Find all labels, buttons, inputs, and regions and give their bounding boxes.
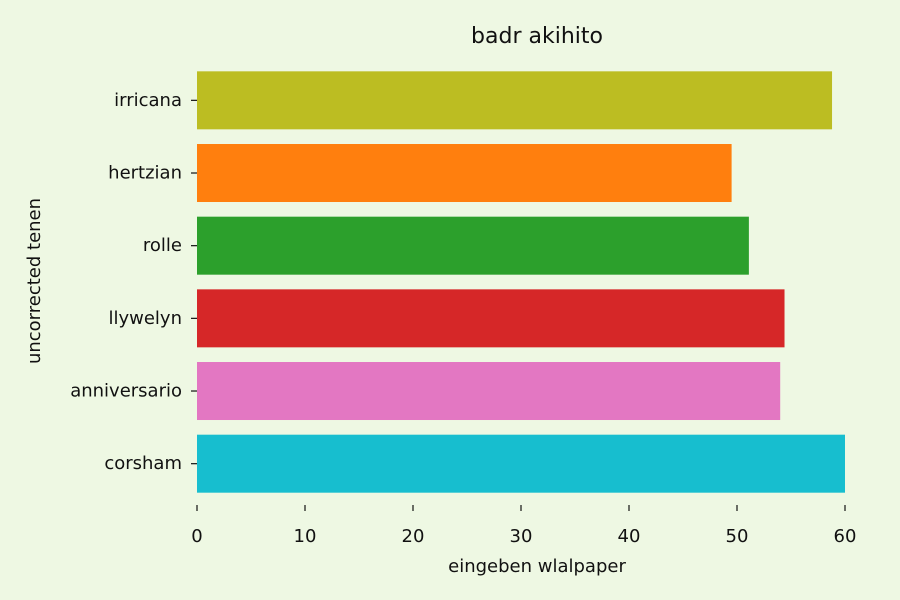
- y-tick-label-anniversario: anniversario: [70, 381, 182, 402]
- x-tick-label-60: 60: [834, 526, 857, 547]
- y-tick-label-rolle: rolle: [143, 235, 182, 256]
- x-axis: 0 10 20 30 40 50 60: [191, 505, 856, 547]
- x-tick-label-10: 10: [294, 526, 317, 547]
- bars-group: [197, 71, 845, 493]
- x-tick-label-20: 20: [402, 526, 425, 547]
- y-tick-label-hertzian: hertzian: [108, 163, 182, 184]
- y-tick-label-irricana: irricana: [114, 90, 182, 111]
- x-axis-label: eingeben wlalpaper: [448, 556, 626, 577]
- bar-irricana: [197, 71, 833, 130]
- bar-rolle: [197, 216, 749, 275]
- y-tick-label-llywelyn: llywelyn: [108, 308, 182, 329]
- bar-anniversario: [197, 362, 781, 421]
- y-axis-label: uncorrected tenen: [24, 198, 45, 364]
- bar-llywelyn: [197, 289, 785, 348]
- y-axis: irricana hertzian rolle llywelyn anniversari…: [70, 90, 197, 474]
- chart-title: badr akihito: [471, 24, 603, 49]
- bar-hertzian: [197, 144, 732, 203]
- bar-corsham: [197, 434, 845, 493]
- x-tick-label-50: 50: [726, 526, 749, 547]
- x-tick-label-30: 30: [510, 526, 533, 547]
- x-tick-label-40: 40: [618, 526, 641, 547]
- x-tick-label-0: 0: [191, 526, 202, 547]
- y-tick-label-corsham: corsham: [104, 453, 182, 474]
